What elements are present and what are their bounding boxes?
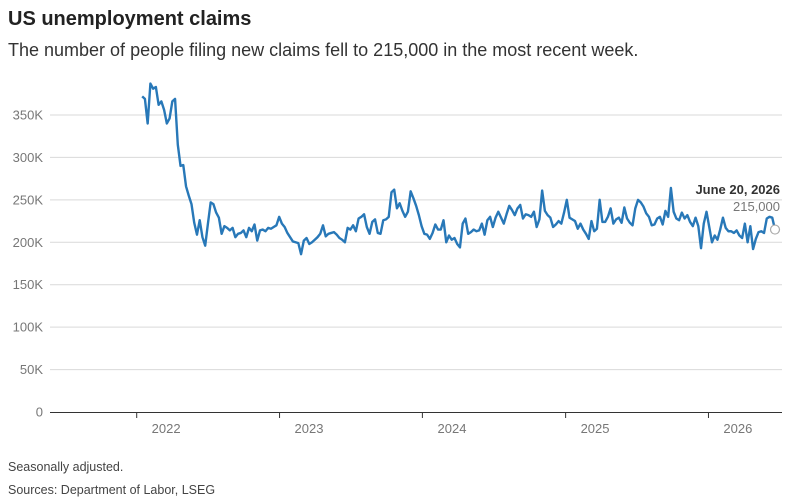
x-axis-ticks: 2022 2023 2024 2025 2026: [136, 412, 752, 436]
x-tick-label: 2024: [438, 421, 467, 436]
x-tick-label: 2025: [581, 421, 610, 436]
y-tick-label: 100K: [13, 320, 44, 335]
chart-source: Sources: Department of Labor, LSEG: [8, 483, 216, 497]
x-tick-label: 2026: [723, 421, 752, 436]
chart-note: Seasonally adjusted.: [8, 460, 124, 474]
y-tick-label: 50K: [20, 362, 43, 377]
y-tick-label: 0: [36, 405, 43, 420]
y-tick-label: 200K: [13, 235, 44, 250]
x-tick-label: 2022: [152, 421, 181, 436]
series-line-claims: [141, 82, 777, 256]
annotation-value: 215,000: [733, 199, 780, 214]
y-tick-label: 350K: [13, 108, 44, 123]
y-tick-label: 150K: [13, 277, 44, 292]
last-point-marker: [769, 224, 781, 235]
y-tick-label: 250K: [13, 192, 44, 207]
y-tick-label: 300K: [13, 150, 44, 165]
x-tick-label: 2023: [295, 421, 324, 436]
gridlines: [50, 114, 782, 371]
y-axis-ticks: 0 50K 100K 150K 200K 250K 300K 350K: [13, 108, 44, 420]
chart-title: US unemployment claims: [8, 8, 252, 30]
annotation-date: June 20, 2026: [695, 182, 780, 197]
chart-subtitle: The number of people filing new claims f…: [8, 40, 639, 60]
